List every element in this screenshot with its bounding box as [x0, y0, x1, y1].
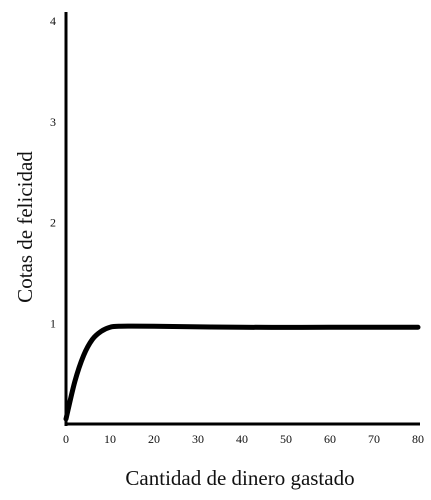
x-tick-label: 60 [324, 432, 336, 446]
series-layer [63, 323, 421, 422]
x-tick-label: 30 [192, 432, 204, 446]
happiness-curve-line [63, 323, 421, 422]
y-tick-label: 4 [50, 14, 56, 28]
x-tick-label: 40 [236, 432, 248, 446]
x-axis-title: Cantidad de dinero gastado [125, 466, 354, 490]
y-tick-label: 2 [50, 216, 56, 230]
x-tick-label: 70 [368, 432, 380, 446]
y-tick-label: 3 [50, 115, 56, 129]
axes [64, 12, 420, 426]
x-tick-label: 10 [104, 432, 116, 446]
x-tick-label: 80 [412, 432, 424, 446]
y-axis-title: Cotas de felicidad [13, 151, 37, 303]
x-tick-label: 50 [280, 432, 292, 446]
x-tick-labels: 0 10 20 30 40 50 60 70 80 [63, 432, 424, 446]
x-tick-label: 20 [148, 432, 160, 446]
x-tick-label: 0 [63, 432, 69, 446]
y-tick-labels: 1 2 3 4 [50, 14, 56, 330]
y-tick-label: 1 [50, 316, 56, 330]
